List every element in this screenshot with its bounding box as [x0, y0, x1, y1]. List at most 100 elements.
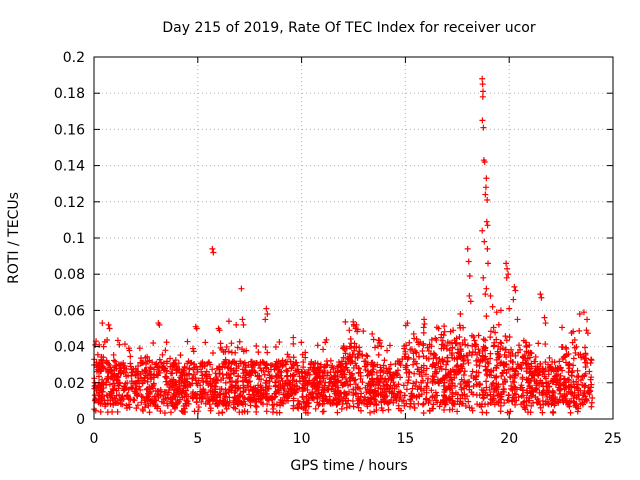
data-point: [454, 349, 461, 356]
data-point: [252, 402, 259, 409]
data-point: [206, 401, 213, 408]
data-point: [390, 390, 397, 397]
data-point: [541, 314, 548, 321]
data-point: [341, 346, 348, 353]
data-point: [121, 341, 128, 348]
y-tick-label: 0.14: [54, 159, 85, 175]
data-point: [110, 401, 117, 408]
data-point: [440, 382, 447, 389]
data-point: [126, 404, 133, 411]
data-point: [559, 356, 566, 363]
data-point: [448, 382, 455, 389]
data-point: [462, 341, 469, 348]
data-point: [429, 394, 436, 401]
data-point: [174, 386, 181, 393]
data-point: [440, 332, 447, 339]
data-point: [418, 369, 425, 376]
data-point: [114, 408, 121, 415]
data-point: [479, 227, 486, 234]
data-point: [575, 373, 582, 380]
data-point: [116, 365, 123, 372]
data-point: [290, 395, 297, 402]
data-point: [457, 354, 464, 361]
data-point: [405, 354, 412, 361]
data-point: [534, 363, 541, 370]
data-point: [579, 373, 586, 380]
data-point: [115, 385, 122, 392]
data-point: [235, 363, 242, 370]
data-point: [190, 361, 197, 368]
data-point: [186, 381, 193, 388]
data-point: [108, 374, 115, 381]
data-point: [309, 395, 316, 402]
data-point: [91, 383, 98, 390]
data-point: [516, 342, 523, 349]
data-point: [451, 401, 458, 408]
data-point: [95, 361, 102, 368]
data-point: [498, 373, 505, 380]
data-point: [191, 408, 198, 415]
data-point: [292, 359, 299, 366]
data-point: [497, 339, 504, 346]
data-point: [504, 409, 511, 416]
data-point: [570, 355, 577, 362]
data-point: [152, 403, 159, 410]
data-point: [442, 372, 449, 379]
data-point: [527, 409, 534, 416]
data-point: [350, 386, 357, 393]
data-point: [378, 343, 385, 350]
data-point: [195, 404, 202, 411]
data-point: [329, 383, 336, 390]
data-point: [428, 336, 435, 343]
data-point: [433, 397, 440, 404]
data-point: [338, 405, 345, 412]
data-point: [100, 385, 107, 392]
data-point: [247, 358, 254, 365]
data-point: [530, 388, 537, 395]
data-point: [424, 344, 431, 351]
data-point: [406, 339, 413, 346]
data-point: [206, 380, 213, 387]
data-point: [472, 373, 479, 380]
data-point: [156, 356, 163, 363]
data-point: [158, 388, 165, 395]
data-point: [394, 390, 401, 397]
data-point: [578, 354, 585, 361]
data-point: [396, 358, 403, 365]
data-point: [234, 396, 241, 403]
data-point: [115, 400, 122, 407]
data-point: [583, 327, 590, 334]
data-point: [252, 369, 259, 376]
data-point: [233, 378, 240, 385]
data-point: [352, 325, 359, 332]
data-point: [169, 384, 176, 391]
data-point: [181, 390, 188, 397]
data-point: [458, 348, 465, 355]
data-point: [577, 377, 584, 384]
data-point: [454, 362, 461, 369]
data-point: [412, 347, 419, 354]
data-point: [273, 389, 280, 396]
data-point: [480, 395, 487, 402]
data-point: [216, 327, 223, 334]
data-point: [245, 372, 252, 379]
data-point: [509, 378, 516, 385]
data-point: [503, 260, 510, 267]
data-point: [377, 392, 384, 399]
data-point: [507, 408, 514, 415]
data-point: [355, 397, 362, 404]
data-point: [401, 392, 408, 399]
data-point: [416, 393, 423, 400]
data-point: [278, 369, 285, 376]
data-point: [546, 354, 553, 361]
data-point: [255, 393, 262, 400]
axis-ticks: 0 5 10 15 20 25 0 0.02 0.04 0.06 0.08 0.1 0.12 0.14 0.…: [54, 50, 622, 447]
data-point: [106, 325, 113, 332]
data-point: [416, 341, 423, 348]
data-point: [264, 401, 271, 408]
data-point: [571, 336, 578, 343]
data-point: [181, 382, 188, 389]
x-tick-label: 10: [293, 431, 311, 447]
data-point: [255, 349, 262, 356]
